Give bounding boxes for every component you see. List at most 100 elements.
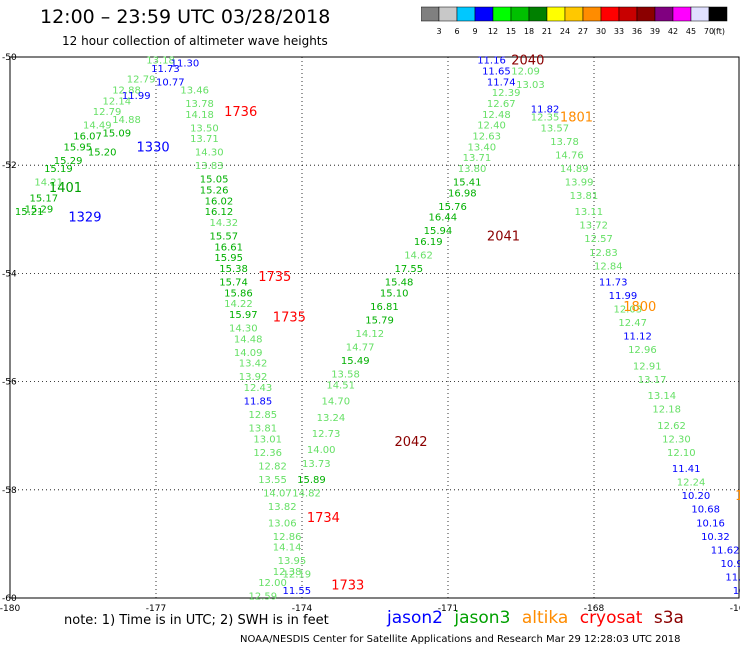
- colorbar-tick-label: 33: [614, 27, 624, 36]
- page-subtitle: 12 hour collection of altimeter wave hei…: [62, 34, 328, 48]
- swh-point-altika: 13.78: [550, 137, 579, 148]
- colorbar-tick-label: 30: [596, 27, 606, 36]
- swh-point-cryosat: 14.22: [224, 299, 253, 310]
- swh-point-cryosat: 12.85: [248, 410, 277, 421]
- swh-point-cryosat: 15.86: [224, 288, 253, 299]
- swh-point-cryosat: 15.38: [219, 264, 248, 275]
- swh-point-cryosat: 13.01: [253, 434, 282, 445]
- swh-point-cryosat: 13.46: [180, 85, 209, 96]
- colorbar-tick-label: 18: [524, 27, 534, 36]
- swh-point-altika: 13.11: [575, 207, 604, 218]
- swh-point-altika: 12.35: [531, 113, 560, 124]
- swh-point-s3a: 12.63: [472, 131, 501, 142]
- swh-point-s3a: 15.10: [380, 288, 409, 299]
- swh-point-altika: 11.12: [623, 332, 652, 343]
- track-label-s3a: 2040: [511, 54, 544, 69]
- swh-point-cryosat: 15.95: [214, 253, 243, 264]
- swh-point-altika: 11.2: [725, 572, 740, 583]
- swh-point-s3a: 14.82: [292, 489, 321, 500]
- swh-point-altika: 11.41: [672, 464, 701, 475]
- swh-point-jason2: 11.30: [171, 58, 200, 69]
- swh-point-s3a: 13.71: [463, 153, 492, 164]
- swh-point-altika: 12.57: [584, 234, 613, 245]
- swh-point-cryosat: 14.09: [234, 348, 263, 359]
- swh-point-s3a: 11.16: [477, 56, 506, 67]
- swh-point-cryosat: 14.30: [195, 148, 224, 159]
- plot-frame: [9, 56, 740, 599]
- swh-point-s3a: 15.89: [297, 475, 326, 486]
- colorbar-tick-label: 42: [668, 27, 678, 36]
- swh-point-s3a: 14.12: [356, 329, 385, 340]
- footer-credit: NOAA/NESDIS Center for Satellite Applica…: [240, 634, 681, 645]
- swh-point-s3a: 12.40: [477, 121, 506, 132]
- legend-altika: altika: [521, 608, 569, 628]
- swh-point-altika: 13.81: [570, 191, 599, 202]
- track-label-cryosat: 1736: [224, 105, 257, 120]
- swh-point-s3a: 12.67: [487, 99, 516, 110]
- swh-point-s3a: 15.94: [424, 226, 453, 237]
- swh-point-jason3: 12.79: [127, 75, 156, 86]
- colorbar-unit: (ft): [713, 27, 725, 36]
- swh-point-altika: 12.96: [628, 345, 657, 356]
- swh-point-cryosat: 12.82: [258, 461, 287, 472]
- swh-point-altika: 11.73: [599, 278, 628, 289]
- swh-point-s3a: 17.55: [394, 264, 423, 275]
- swh-point-altika: 12.03: [613, 305, 642, 316]
- swh-point-s3a: 15.41: [453, 177, 482, 188]
- swh-point-cryosat: 16.61: [214, 242, 243, 253]
- swh-point-altika: 12.10: [667, 448, 696, 459]
- track-label-jason2: 1329: [68, 211, 101, 226]
- swh-point-altika: 10.32: [701, 532, 730, 543]
- colorbar-tick-label: 70: [704, 27, 714, 36]
- swh-point-cryosat: 13.81: [248, 424, 277, 435]
- swh-point-jason3: 15.29: [54, 156, 83, 167]
- swh-point-cryosat: 12.38: [273, 567, 302, 578]
- swh-point-altika: 12.09: [511, 67, 540, 78]
- swh-point-cryosat: 14.30: [229, 324, 258, 335]
- swh-point-jason3: 14.88: [112, 115, 141, 126]
- swh-point-cryosat: 13.71: [190, 134, 219, 145]
- swh-point-s3a: 11.74: [487, 77, 516, 88]
- swh-point-altika: 10.16: [696, 518, 725, 529]
- swh-point-altika: 14.76: [555, 150, 584, 161]
- track-label-jason3: 1401: [49, 181, 82, 196]
- swh-point-jason2: 11.73: [151, 64, 180, 75]
- swh-point-cryosat: 14.14: [273, 543, 302, 554]
- swh-point-altika: 11.82: [531, 104, 560, 115]
- swh-point-altika: 10.20: [682, 491, 711, 502]
- track-label-s3a: 2042: [394, 435, 427, 450]
- swh-point-altika: 13.14: [648, 391, 677, 402]
- x-tick-label: -165: [730, 604, 740, 614]
- swh-point-cryosat: 14.48: [234, 334, 263, 345]
- swh-point-jason3: 15.19: [44, 164, 73, 175]
- swh-point-s3a: 14.00: [307, 445, 336, 456]
- swh-point-s3a: 13.80: [458, 164, 487, 175]
- swh-point-cryosat: 13.55: [258, 475, 287, 486]
- swh-point-cryosat: 13.42: [239, 359, 268, 370]
- swh-point-cryosat: 12.43: [244, 383, 273, 394]
- swh-point-cryosat: 13.50: [190, 123, 219, 134]
- swh-point-altika: 11.62: [711, 545, 740, 556]
- colorbar-tick-label: 6: [454, 27, 459, 36]
- swh-point-s3a: 15.76: [438, 202, 467, 213]
- swh-point-s3a: 16.98: [448, 188, 477, 199]
- track-label-cryosat: 1735: [273, 311, 306, 326]
- swh-point-s3a: 13.58: [331, 369, 360, 380]
- track-label-altika: 1800: [623, 300, 656, 315]
- swh-point-cryosat: 14.18: [185, 110, 214, 121]
- swh-point-cryosat: 16.12: [205, 207, 234, 218]
- swh-point-cryosat: 12.19: [283, 570, 312, 581]
- swh-point-cryosat: 15.57: [210, 232, 239, 243]
- swh-point-jason3: 15.09: [102, 129, 131, 140]
- swh-point-cryosat: 15.05: [200, 175, 229, 186]
- swh-point-cryosat: 13.83: [195, 161, 224, 172]
- colorbar-tick-label: 39: [650, 27, 660, 36]
- swh-point-jason3: 14.49: [83, 121, 112, 132]
- colorbar-tick-label: 45: [686, 27, 696, 36]
- swh-point-jason2: 11.99: [122, 91, 151, 102]
- colorbar-tick-label: 9: [472, 27, 477, 36]
- swh-point-s3a: 12.39: [492, 88, 521, 99]
- swh-point-cryosat: 12.00: [258, 578, 287, 589]
- swh-point-s3a: 11.65: [482, 67, 511, 78]
